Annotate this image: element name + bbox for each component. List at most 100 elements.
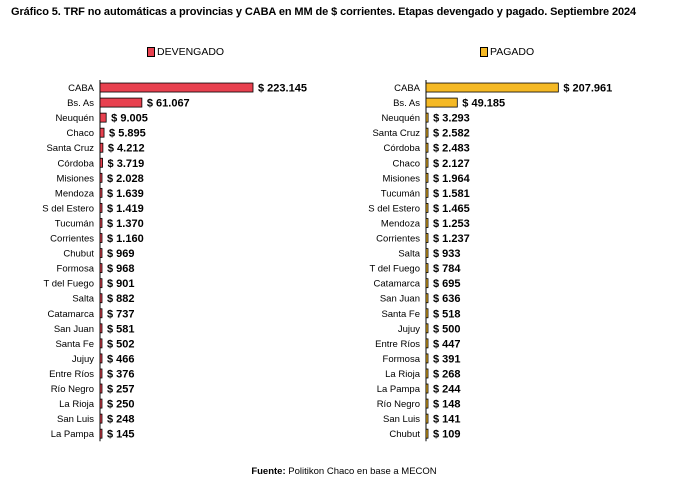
devengado-value-label: $ 248 [107, 414, 135, 426]
devengado-value-label: $ 502 [107, 338, 135, 350]
legend-swatch-pagado [480, 47, 488, 57]
pagado-category-label: La Rioja [385, 369, 421, 380]
pagado-bar [425, 157, 429, 168]
pagado-category-label: T del Fuego [369, 264, 420, 275]
devengado-value-label: $ 2.028 [107, 173, 144, 185]
pagado-value-label: $ 1.237 [433, 233, 470, 245]
devengado-bar [99, 323, 103, 334]
pagado-bar [425, 218, 429, 228]
devengado-value-label: $ 901 [107, 278, 135, 290]
pagado-category-label: Corrientes [376, 234, 420, 245]
pagado-bar [425, 368, 429, 379]
devengado-bar [99, 127, 105, 138]
source-note: Fuente: Politikon Chaco en base a MECON [0, 466, 688, 477]
devengado-category-label: Santa Cruz [46, 143, 94, 154]
pagado-category-label: Jujuy [398, 324, 420, 335]
pagado-value-label: $ 636 [433, 293, 461, 305]
devengado-bar [99, 142, 104, 153]
devengado-value-label: $ 1.419 [107, 203, 144, 215]
devengado-value-label: $ 1.639 [107, 188, 144, 200]
devengado-category-label: CABA [68, 83, 95, 94]
devengado-value-label: $ 737 [107, 308, 135, 320]
legend-label-devengado: DEVENGADO [157, 46, 225, 58]
pagado-value-label: $ 784 [433, 263, 461, 275]
pagado-bar [425, 323, 429, 334]
devengado-value-label: $ 9.005 [111, 113, 148, 125]
pagado-category-label: Río Negro [377, 399, 420, 410]
pagado-value-label: $ 1.253 [433, 218, 470, 230]
pagado-bar [425, 142, 429, 153]
devengado-category-label: La Pampa [51, 429, 95, 440]
devengado-value-label: $ 882 [107, 293, 135, 305]
pagado-bar [425, 293, 429, 304]
devengado-bar [99, 233, 103, 243]
pagado-value-label: $ 2.582 [433, 128, 470, 140]
devengado-bar [99, 338, 103, 349]
devengado-bar [99, 428, 103, 439]
pagado-value-label: $ 268 [433, 368, 461, 380]
devengado-category-label: Bs. As [67, 98, 94, 109]
devengado-category-label: Santa Fe [55, 339, 94, 350]
devengado-category-label: S del Estero [42, 203, 94, 214]
pagado-bar [425, 248, 429, 258]
legend-pagado: PAGADO [480, 46, 534, 58]
devengado-value-label: $ 250 [107, 399, 135, 411]
source-label: Fuente: [251, 466, 286, 477]
devengado-bar [99, 413, 103, 424]
devengado-category-label: Entre Ríos [49, 369, 94, 380]
pagado-category-label: S del Estero [368, 203, 420, 214]
devengado-bar [99, 383, 103, 394]
pagado-bar [425, 413, 429, 424]
devengado-category-label: San Juan [54, 324, 94, 335]
pagado-category-label: Misiones [383, 173, 421, 184]
devengado-category-label: Chaco [67, 128, 94, 139]
devengado-bar [99, 203, 103, 213]
devengado-value-label: $ 4.212 [108, 143, 145, 155]
pagado-category-label: Chubut [389, 429, 420, 440]
pagado-value-label: $ 1.581 [433, 188, 470, 200]
devengado-bar [99, 308, 103, 319]
pagado-category-label: Entre Ríos [375, 339, 420, 350]
pagado-bar [425, 263, 429, 274]
devengado-value-label: $ 466 [107, 353, 135, 365]
pagado-bar [425, 353, 429, 364]
devengado-category-label: Chubut [63, 249, 94, 260]
devengado-category-label: Neuquén [55, 113, 94, 124]
pagado-category-label: Salta [398, 249, 420, 260]
devengado-bar [99, 353, 103, 364]
pagado-bar [425, 278, 429, 289]
devengado-category-label: Tucumán [55, 218, 94, 229]
devengado-value-label: $ 969 [107, 248, 135, 260]
devengado-bar [99, 263, 103, 274]
pagado-bar [425, 428, 429, 439]
pagado-value-label: $ 207.961 [563, 83, 612, 95]
pagado-bar [425, 203, 429, 213]
source-text: Politikon Chaco en base a MECON [288, 466, 437, 477]
devengado-bar [99, 172, 103, 183]
pagado-value-label: $ 3.293 [433, 113, 470, 125]
devengado-value-label: $ 968 [107, 263, 135, 275]
legend-devengado: DEVENGADO [147, 46, 224, 58]
pagado-value-label: $ 49.185 [462, 98, 505, 110]
pagado-value-label: $ 391 [433, 353, 461, 365]
pagado-bar [425, 112, 429, 123]
devengado-category-label: Mendoza [55, 188, 95, 199]
devengado-bar [99, 82, 254, 93]
pagado-category-label: Tucumán [381, 188, 420, 199]
devengado-value-label: $ 1.370 [107, 218, 144, 230]
pagado-value-label: $ 447 [433, 338, 461, 350]
devengado-value-label: $ 376 [107, 368, 135, 380]
pagado-category-label: Mendoza [381, 218, 421, 229]
pagado-value-label: $ 500 [433, 323, 461, 335]
devengado-value-label: $ 223.145 [258, 83, 307, 95]
pagado-category-label: Santa Fe [381, 309, 420, 320]
devengado-category-label: San Luis [57, 414, 94, 425]
pagado-value-label: $ 244 [433, 384, 461, 396]
pagado-bar [425, 127, 429, 138]
pagado-bar [425, 82, 559, 93]
devengado-category-label: Misiones [57, 173, 95, 184]
legend-label-pagado: PAGADO [490, 46, 535, 58]
pagado-value-label: $ 148 [433, 399, 461, 411]
pagado-bar [425, 338, 429, 349]
devengado-bar [99, 368, 103, 379]
